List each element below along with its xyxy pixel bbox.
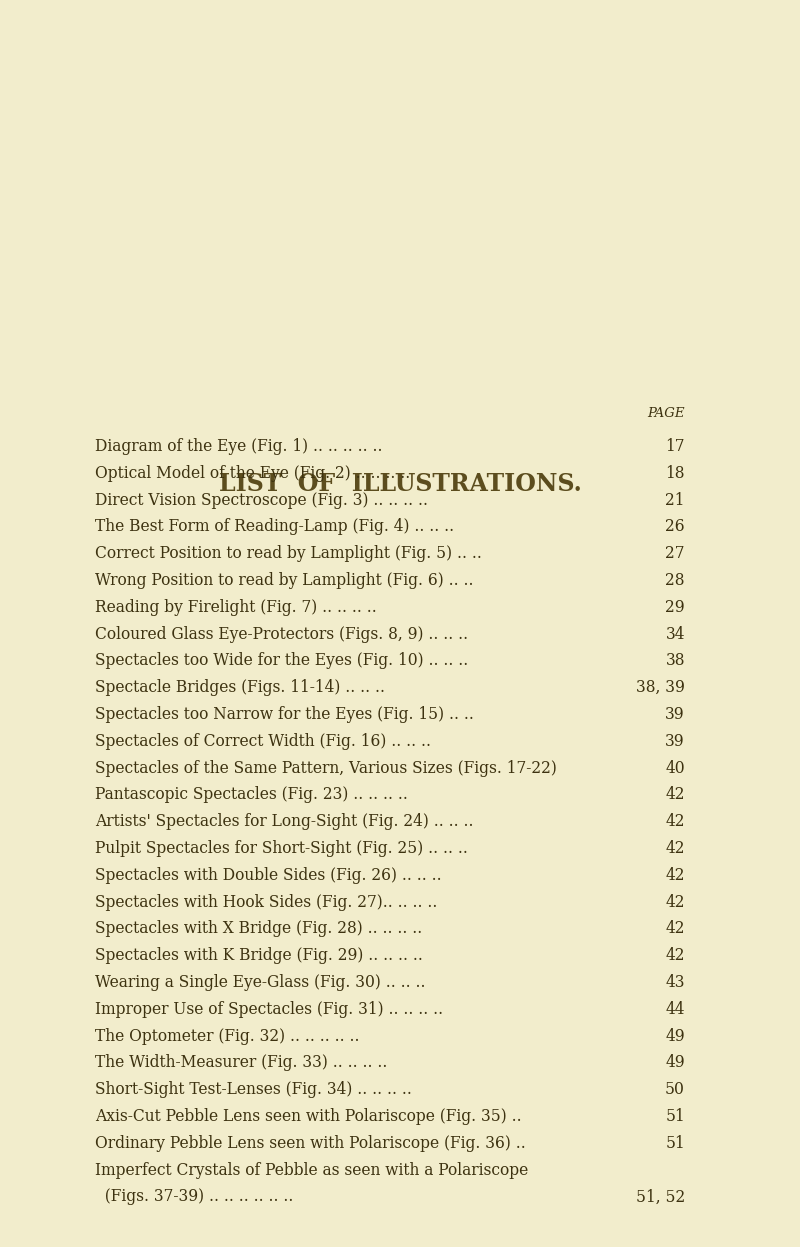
Text: 42: 42: [666, 894, 685, 910]
Text: 49: 49: [666, 1028, 685, 1045]
Text: Diagram of the Eye (Fig. 1) .. .. .. .. ..: Diagram of the Eye (Fig. 1) .. .. .. .. …: [95, 438, 382, 455]
Text: Spectacles of the Same Pattern, Various Sizes (Figs. 17-22): Spectacles of the Same Pattern, Various …: [95, 759, 557, 777]
Text: 51: 51: [666, 1109, 685, 1125]
Text: Direct Vision Spectroscope (Fig. 3) .. .. .. ..: Direct Vision Spectroscope (Fig. 3) .. .…: [95, 491, 428, 509]
Text: 17: 17: [666, 438, 685, 455]
Text: Axis-Cut Pebble Lens seen with Polariscope (Fig. 35) ..: Axis-Cut Pebble Lens seen with Polarisco…: [95, 1109, 522, 1125]
Text: 38, 39: 38, 39: [636, 680, 685, 696]
Text: Wrong Position to read by Lamplight (Fig. 6) .. ..: Wrong Position to read by Lamplight (Fig…: [95, 572, 474, 589]
Text: 42: 42: [666, 920, 685, 938]
Text: Optical Model of the Eye (Fig. 2) .. .. .. ..: Optical Model of the Eye (Fig. 2) .. .. …: [95, 465, 410, 481]
Text: Coloured Glass Eye-Protectors (Figs. 8, 9) .. .. ..: Coloured Glass Eye-Protectors (Figs. 8, …: [95, 626, 468, 642]
Text: 18: 18: [666, 465, 685, 481]
Text: 51: 51: [666, 1135, 685, 1152]
Text: PAGE: PAGE: [647, 407, 685, 420]
Text: Short-Sight Test-Lenses (Fig. 34) .. .. .. ..: Short-Sight Test-Lenses (Fig. 34) .. .. …: [95, 1081, 412, 1099]
Text: (Figs. 37-39) .. .. .. .. .. ..: (Figs. 37-39) .. .. .. .. .. ..: [95, 1188, 294, 1206]
Text: Reading by Firelight (Fig. 7) .. .. .. ..: Reading by Firelight (Fig. 7) .. .. .. .…: [95, 599, 377, 616]
Text: 38: 38: [666, 652, 685, 670]
Text: Wearing a Single Eye-Glass (Fig. 30) .. .. ..: Wearing a Single Eye-Glass (Fig. 30) .. …: [95, 974, 426, 991]
Text: 42: 42: [666, 787, 685, 803]
Text: Improper Use of Spectacles (Fig. 31) .. .. .. ..: Improper Use of Spectacles (Fig. 31) .. …: [95, 1001, 443, 1018]
Text: Spectacles too Narrow for the Eyes (Fig. 15) .. ..: Spectacles too Narrow for the Eyes (Fig.…: [95, 706, 474, 723]
Text: Spectacles with X Bridge (Fig. 28) .. .. .. ..: Spectacles with X Bridge (Fig. 28) .. ..…: [95, 920, 422, 938]
Text: 44: 44: [666, 1001, 685, 1018]
Text: 42: 42: [666, 813, 685, 831]
Text: 43: 43: [666, 974, 685, 991]
Text: 29: 29: [666, 599, 685, 616]
Text: Spectacles with Double Sides (Fig. 26) .. .. ..: Spectacles with Double Sides (Fig. 26) .…: [95, 867, 442, 884]
Text: Spectacles with Hook Sides (Fig. 27).. .. .. ..: Spectacles with Hook Sides (Fig. 27).. .…: [95, 894, 438, 910]
Text: Ordinary Pebble Lens seen with Polariscope (Fig. 36) ..: Ordinary Pebble Lens seen with Polarisco…: [95, 1135, 526, 1152]
Text: 39: 39: [666, 706, 685, 723]
Text: Imperfect Crystals of Pebble as seen with a Polariscope: Imperfect Crystals of Pebble as seen wit…: [95, 1162, 528, 1178]
Text: 26: 26: [666, 519, 685, 535]
Text: Spectacles of Correct Width (Fig. 16) .. .. ..: Spectacles of Correct Width (Fig. 16) ..…: [95, 733, 431, 749]
Text: The Width-Measurer (Fig. 33) .. .. .. ..: The Width-Measurer (Fig. 33) .. .. .. ..: [95, 1055, 387, 1071]
Text: Pantascopic Spectacles (Fig. 23) .. .. .. ..: Pantascopic Spectacles (Fig. 23) .. .. .…: [95, 787, 408, 803]
Text: 51, 52: 51, 52: [636, 1188, 685, 1206]
Text: The Optometer (Fig. 32) .. .. .. .. ..: The Optometer (Fig. 32) .. .. .. .. ..: [95, 1028, 359, 1045]
Text: Pulpit Spectacles for Short-Sight (Fig. 25) .. .. ..: Pulpit Spectacles for Short-Sight (Fig. …: [95, 840, 468, 857]
Text: 28: 28: [666, 572, 685, 589]
Text: Spectacles too Wide for the Eyes (Fig. 10) .. .. ..: Spectacles too Wide for the Eyes (Fig. 1…: [95, 652, 468, 670]
Text: Artists' Spectacles for Long-Sight (Fig. 24) .. .. ..: Artists' Spectacles for Long-Sight (Fig.…: [95, 813, 474, 831]
Text: Correct Position to read by Lamplight (Fig. 5) .. ..: Correct Position to read by Lamplight (F…: [95, 545, 482, 562]
Text: 50: 50: [665, 1081, 685, 1099]
Text: 42: 42: [666, 840, 685, 857]
Text: LIST  OF  ILLUSTRATIONS.: LIST OF ILLUSTRATIONS.: [218, 473, 582, 496]
Text: Spectacle Bridges (Figs. 11-14) .. .. ..: Spectacle Bridges (Figs. 11-14) .. .. ..: [95, 680, 385, 696]
Text: 21: 21: [666, 491, 685, 509]
Text: 40: 40: [666, 759, 685, 777]
Text: 49: 49: [666, 1055, 685, 1071]
Text: 39: 39: [666, 733, 685, 749]
Text: 42: 42: [666, 867, 685, 884]
Text: 34: 34: [666, 626, 685, 642]
Text: The Best Form of Reading-Lamp (Fig. 4) .. .. ..: The Best Form of Reading-Lamp (Fig. 4) .…: [95, 519, 454, 535]
Text: 27: 27: [666, 545, 685, 562]
Text: Spectacles with K Bridge (Fig. 29) .. .. .. ..: Spectacles with K Bridge (Fig. 29) .. ..…: [95, 948, 423, 964]
Text: 42: 42: [666, 948, 685, 964]
